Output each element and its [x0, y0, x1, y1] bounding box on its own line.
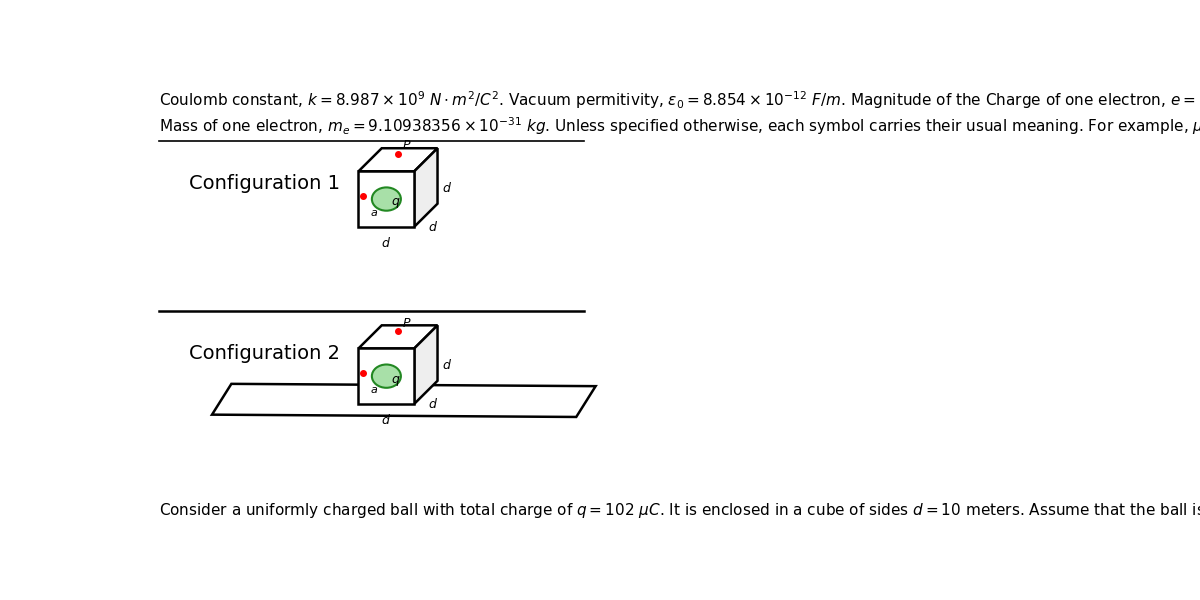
Text: $a$: $a$: [370, 385, 378, 395]
Text: $d$: $d$: [442, 181, 452, 194]
Text: $a$: $a$: [370, 208, 378, 218]
Polygon shape: [359, 172, 414, 227]
Text: Mass of one electron, $m_e = 9.10938356 \times 10^{-31}$ $kg$. Unless specified : Mass of one electron, $m_e = 9.10938356 …: [160, 115, 1200, 137]
Text: $d$: $d$: [428, 397, 438, 411]
Polygon shape: [359, 349, 414, 404]
Text: $q$: $q$: [391, 196, 401, 211]
Text: $d$: $d$: [428, 220, 438, 234]
Polygon shape: [414, 325, 438, 404]
Text: $d$: $d$: [382, 236, 391, 250]
Ellipse shape: [372, 187, 401, 211]
Polygon shape: [359, 148, 438, 172]
Polygon shape: [414, 148, 438, 227]
Text: Coulomb constant, $k = 8.987 \times 10^9 \ N \cdot m^2/C^2$. Vacuum permitivity,: Coulomb constant, $k = 8.987 \times 10^9…: [160, 89, 1200, 110]
Text: $P$: $P$: [402, 317, 412, 329]
Polygon shape: [212, 384, 595, 417]
Text: Configuration 2: Configuration 2: [188, 344, 340, 362]
Text: Consider a uniformly charged ball with total charge of $q = 102\ \mu C$. It is e: Consider a uniformly charged ball with t…: [160, 501, 1200, 520]
Text: $d$: $d$: [382, 413, 391, 427]
Text: $q$: $q$: [391, 374, 401, 388]
Text: $d$: $d$: [442, 358, 452, 371]
Ellipse shape: [372, 365, 401, 388]
Polygon shape: [359, 325, 438, 349]
Text: $P$: $P$: [402, 139, 412, 152]
Text: Configuration 1: Configuration 1: [188, 174, 340, 193]
